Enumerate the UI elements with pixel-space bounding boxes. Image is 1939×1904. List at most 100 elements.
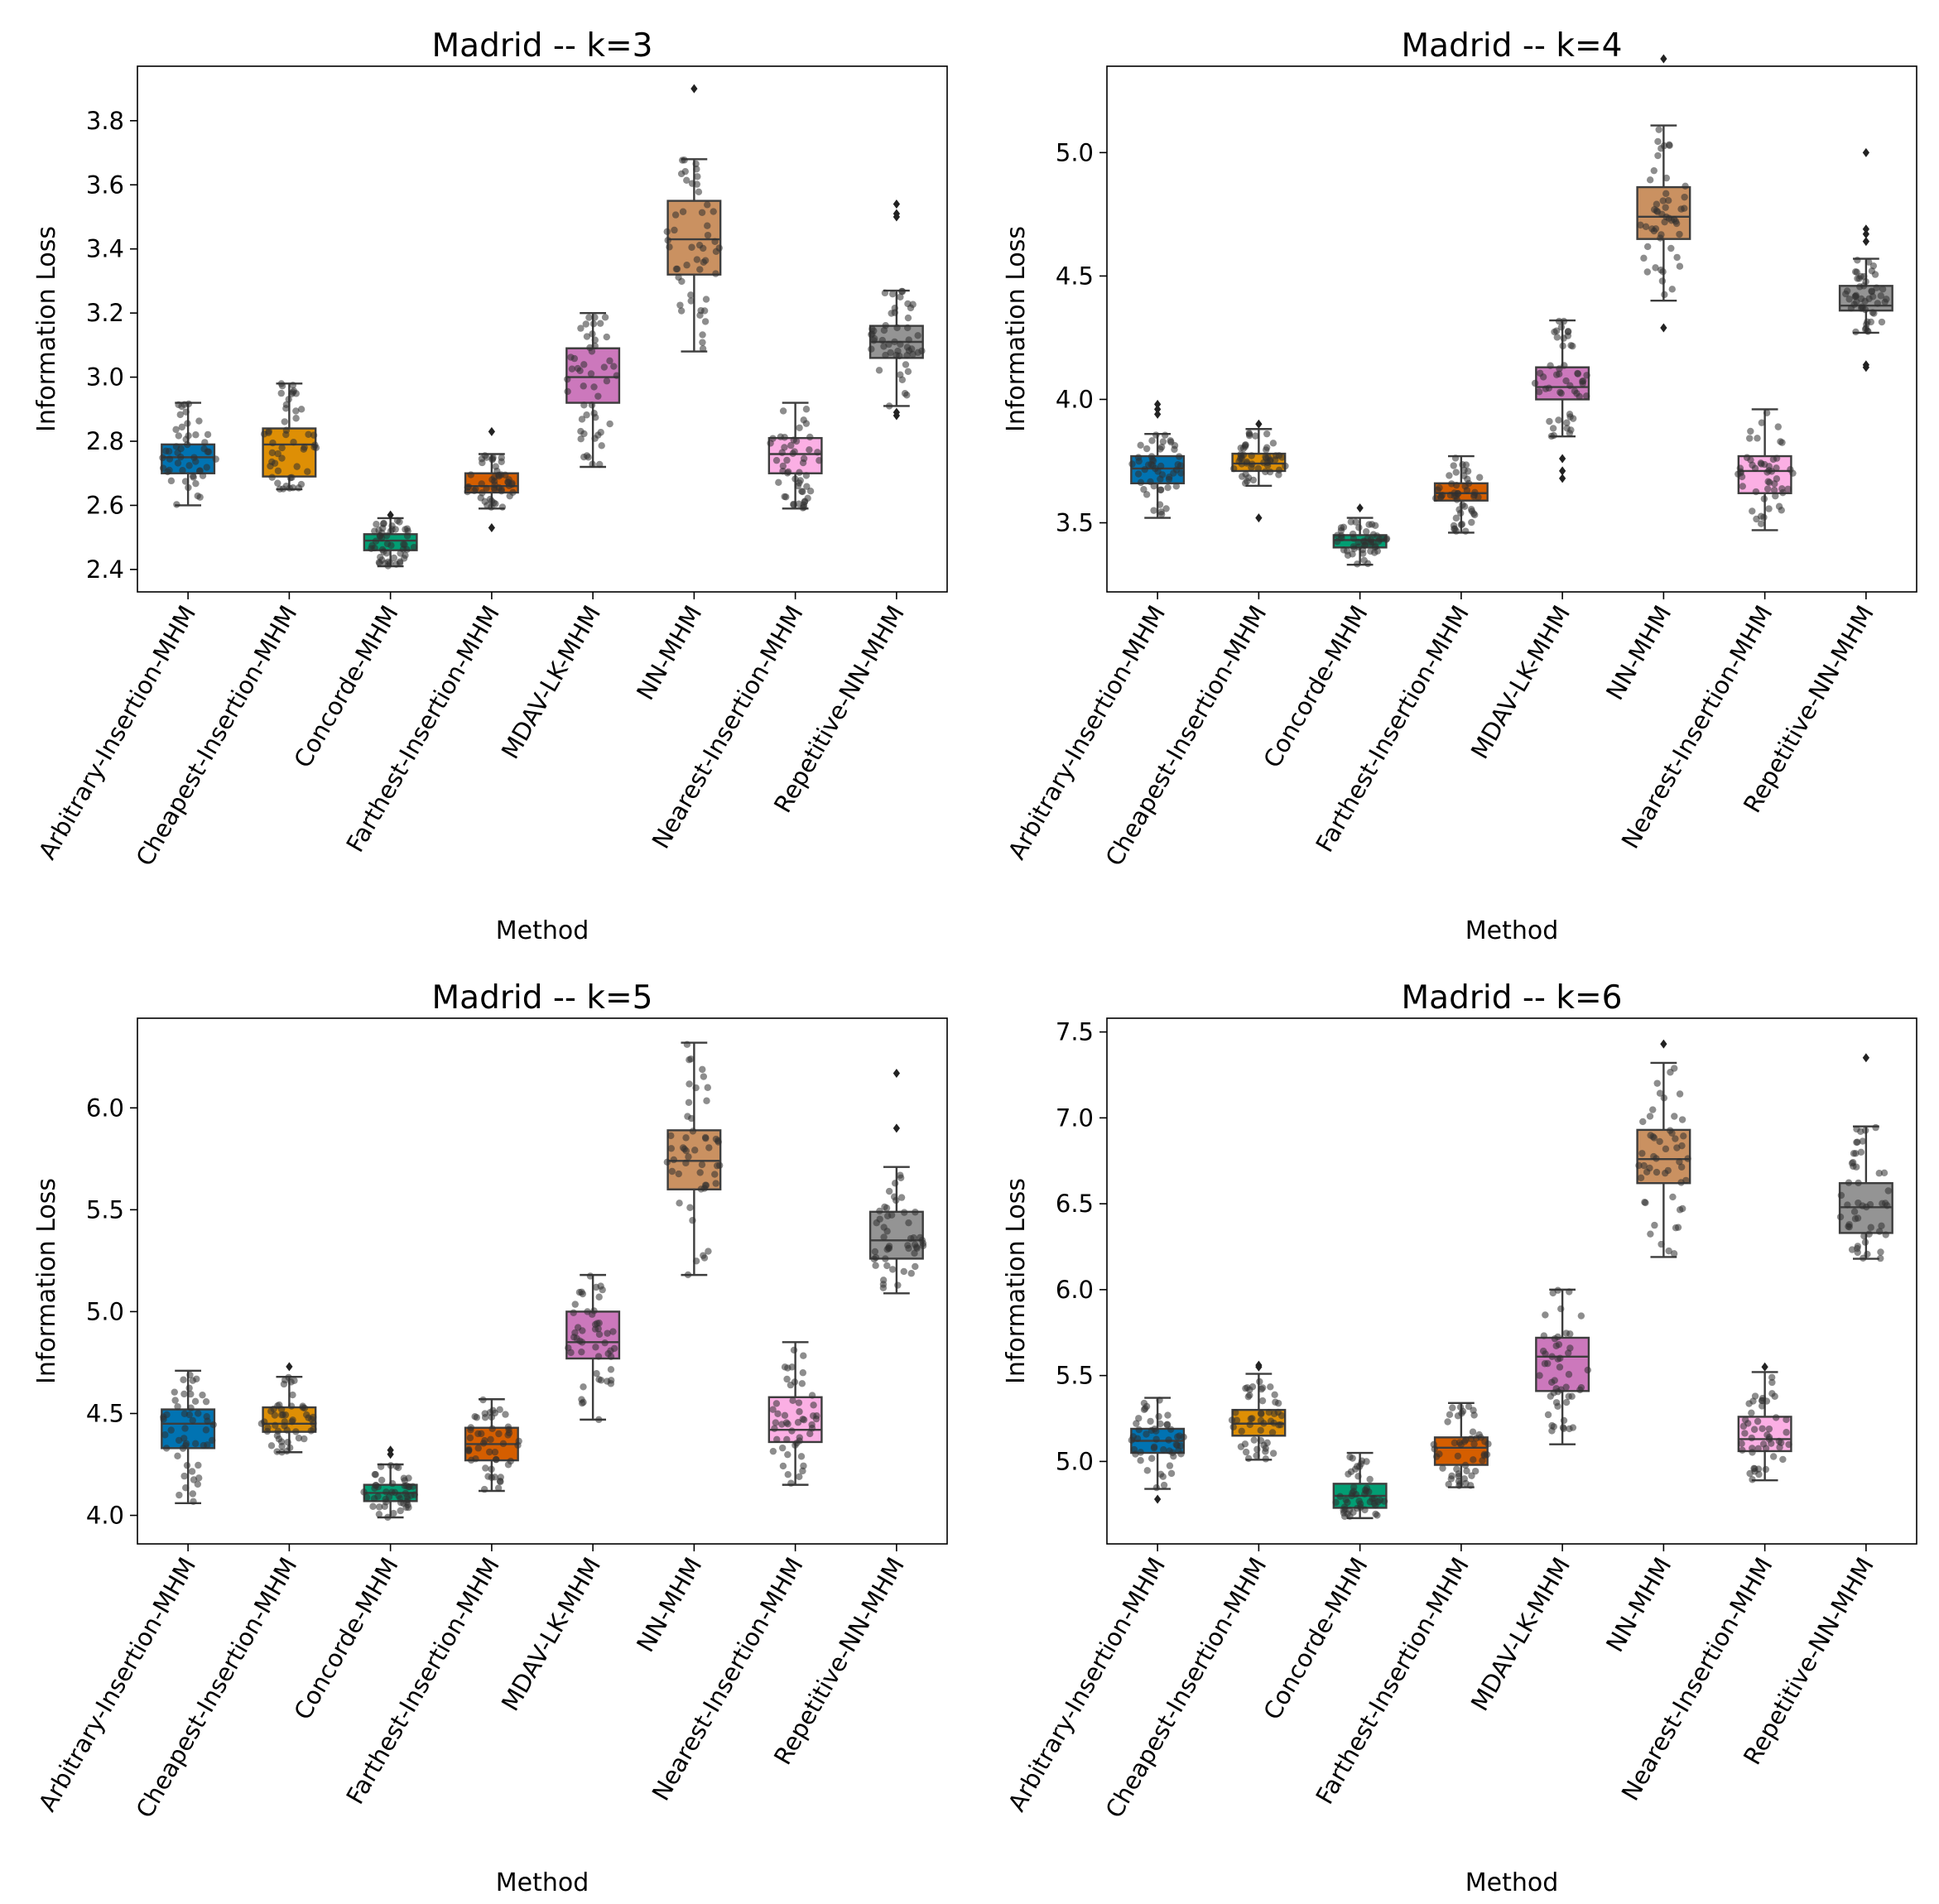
swarm-point [1667,1127,1674,1134]
swarm-point [299,1404,307,1411]
swarm-point [472,485,479,493]
swarm-point [1649,1106,1657,1113]
swarm-point [894,1281,902,1289]
swarm-point [1566,1425,1573,1433]
swarm-point [403,532,411,540]
swarm-point [775,478,782,487]
y-tick-label: 4.0 [86,1502,124,1530]
y-tick-label: 6.0 [1056,1276,1094,1304]
swarm-point [1850,1208,1859,1215]
swarm-point [1760,513,1768,522]
swarm-point [1584,1366,1591,1374]
swarm-point [1360,538,1368,546]
swarm-point [370,1495,378,1503]
swarm-point [1374,547,1382,555]
swarm-point [1653,1155,1660,1162]
swarm-point [783,456,791,464]
swarm-points [1431,454,1484,535]
swarm-point [189,1416,196,1425]
swarm-point [1739,1446,1746,1454]
swarm-point [700,258,707,266]
swarm-point [1658,277,1667,285]
swarm-point [1258,1397,1267,1405]
swarm-point [1262,1445,1269,1452]
chart-svg: Madrid -- k=4 Information Loss Method 3.5 4.… [1002,27,1917,945]
swarm-point [1462,1436,1470,1444]
swarm-point [185,1384,193,1392]
swarm-point [479,489,486,497]
swarm-point [705,1144,713,1152]
y-tick-label: 2.6 [86,491,124,519]
chart-panel-k3: Madrid -- k=3 Information Loss Method 2.4 2.… [0,0,970,952]
swarm-point [1783,1429,1790,1436]
swarm-point [799,488,806,496]
swarm-point [1135,1415,1143,1422]
swarm-point [1166,474,1173,481]
swarm-point [189,1490,197,1498]
swarm-point [1670,215,1678,224]
swarm-point [497,1474,504,1481]
swarm-point [790,436,797,444]
swarm-point [402,551,409,560]
swarm-point [1754,435,1761,442]
swarm-point [1672,1135,1679,1142]
swarm-point [1680,1132,1687,1140]
swarm-point [1546,417,1553,426]
swarm-point [1875,1170,1883,1177]
box-nearest-insertion-mhm [1737,1362,1792,1483]
swarm-point [580,1383,587,1391]
swarm-point [1662,174,1671,182]
swarm-point [185,483,192,492]
swarm-point [491,1448,499,1456]
swarm-point [686,1055,693,1064]
swarm-point [1233,1416,1241,1424]
outlier-marker [893,199,900,209]
swarm-point [185,462,193,469]
swarm-point [668,1167,676,1176]
swarm-point [176,453,185,461]
box-cheapest-insertion-mhm [1229,419,1289,523]
chart-panel-k4: Madrid -- k=4 Information Loss Method 3.5 4.… [970,0,1939,952]
swarm-point [685,1153,692,1161]
swarm-point [1765,1425,1773,1433]
swarm-point [1640,254,1648,262]
swarm-point [872,1262,879,1269]
swarm-point [1147,478,1154,486]
swarm-point [479,1440,488,1447]
swarm-point [179,467,186,474]
swarm-point [175,401,182,409]
swarm-point [1646,1113,1654,1120]
swarm-point [1439,1464,1446,1472]
swarm-point [898,376,907,383]
swarm-point [1140,486,1148,493]
box-cheapest-insertion-mhm [1228,1360,1287,1463]
swarm-point [704,1084,711,1091]
swarm-point [782,493,790,501]
swarm-point [1245,431,1253,440]
y-tick-label: 5.0 [1056,138,1094,166]
swarm-point [1372,1510,1379,1518]
swarm-point [788,1363,796,1371]
swarm-point [1369,1495,1376,1503]
swarm-point [184,440,191,449]
swarm-point [1775,1437,1783,1445]
swarm-point [868,345,875,353]
swarm-point [1262,468,1269,476]
swarm-point [1744,1420,1752,1427]
swarm-point [595,1416,603,1424]
swarm-point [592,1344,599,1351]
x-tick-label: Concorde-MHM [1258,601,1373,773]
swarm-point [1547,362,1554,369]
swarm-point [1229,464,1238,473]
swarm-point [1681,193,1688,201]
swarm-point [677,307,686,315]
swarm-point [1269,1450,1277,1457]
outlier-marker [1559,474,1566,483]
swarm-point [905,1219,912,1227]
swarm-point [1257,1409,1265,1417]
swarm-point [1749,1445,1756,1452]
swarm-point [1671,1113,1678,1120]
swarm-point [1237,444,1244,452]
swarm-point [1175,1447,1182,1454]
swarm-point [1460,472,1468,480]
